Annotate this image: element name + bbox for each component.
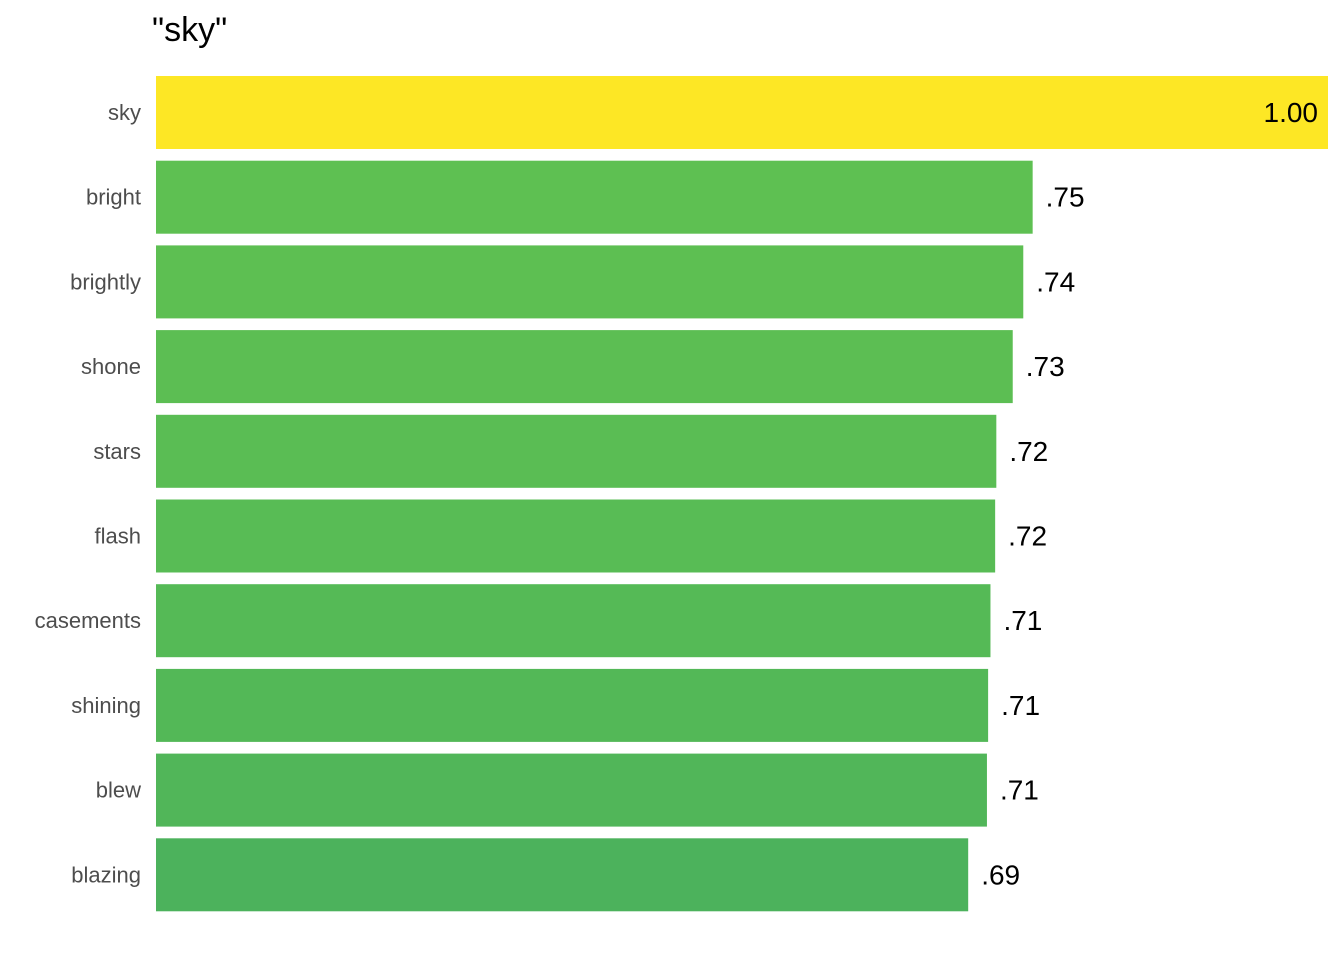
- bar-stars: [156, 414, 997, 488]
- category-label-shining: shining: [71, 693, 141, 718]
- bar-shone: [156, 330, 1013, 404]
- value-label-blazing: .69: [981, 859, 1020, 890]
- bar-flash: [156, 499, 996, 573]
- bars-group: [156, 76, 1328, 912]
- category-label-shone: shone: [81, 354, 141, 379]
- value-label-bright: .75: [1046, 182, 1085, 213]
- value-label-casements: .71: [1003, 605, 1042, 636]
- category-label-blew: blew: [96, 778, 141, 803]
- value-label-brightly: .74: [1036, 266, 1075, 297]
- category-label-brightly: brightly: [70, 269, 141, 294]
- bar-brightly: [156, 245, 1024, 319]
- bar-shining: [156, 668, 989, 742]
- value-label-stars: .72: [1009, 436, 1048, 467]
- chart-title: "sky": [152, 11, 227, 49]
- category-label-stars: stars: [93, 439, 141, 464]
- value-label-blew: .71: [1000, 775, 1039, 806]
- bar-blew: [156, 753, 987, 827]
- category-labels-group: sky bright brightly shone stars flash casement…: [35, 100, 141, 887]
- value-label-shining: .71: [1001, 690, 1040, 721]
- value-label-shone: .73: [1026, 351, 1065, 382]
- value-labels-group: 1.00 .75 .74 .73 .72 .72 .71 .71 .71 .69: [981, 97, 1318, 890]
- category-label-blazing: blazing: [71, 862, 141, 887]
- category-label-flash: flash: [95, 524, 141, 549]
- category-label-casements: casements: [35, 608, 141, 633]
- value-label-flash: .72: [1008, 521, 1047, 552]
- bar-blazing: [156, 838, 969, 912]
- category-label-sky: sky: [108, 100, 141, 125]
- bar-sky: [156, 76, 1328, 149]
- bar-bright: [156, 160, 1033, 234]
- category-label-bright: bright: [86, 185, 141, 210]
- value-label-sky: 1.00: [1264, 97, 1319, 128]
- bar-casements: [156, 584, 991, 658]
